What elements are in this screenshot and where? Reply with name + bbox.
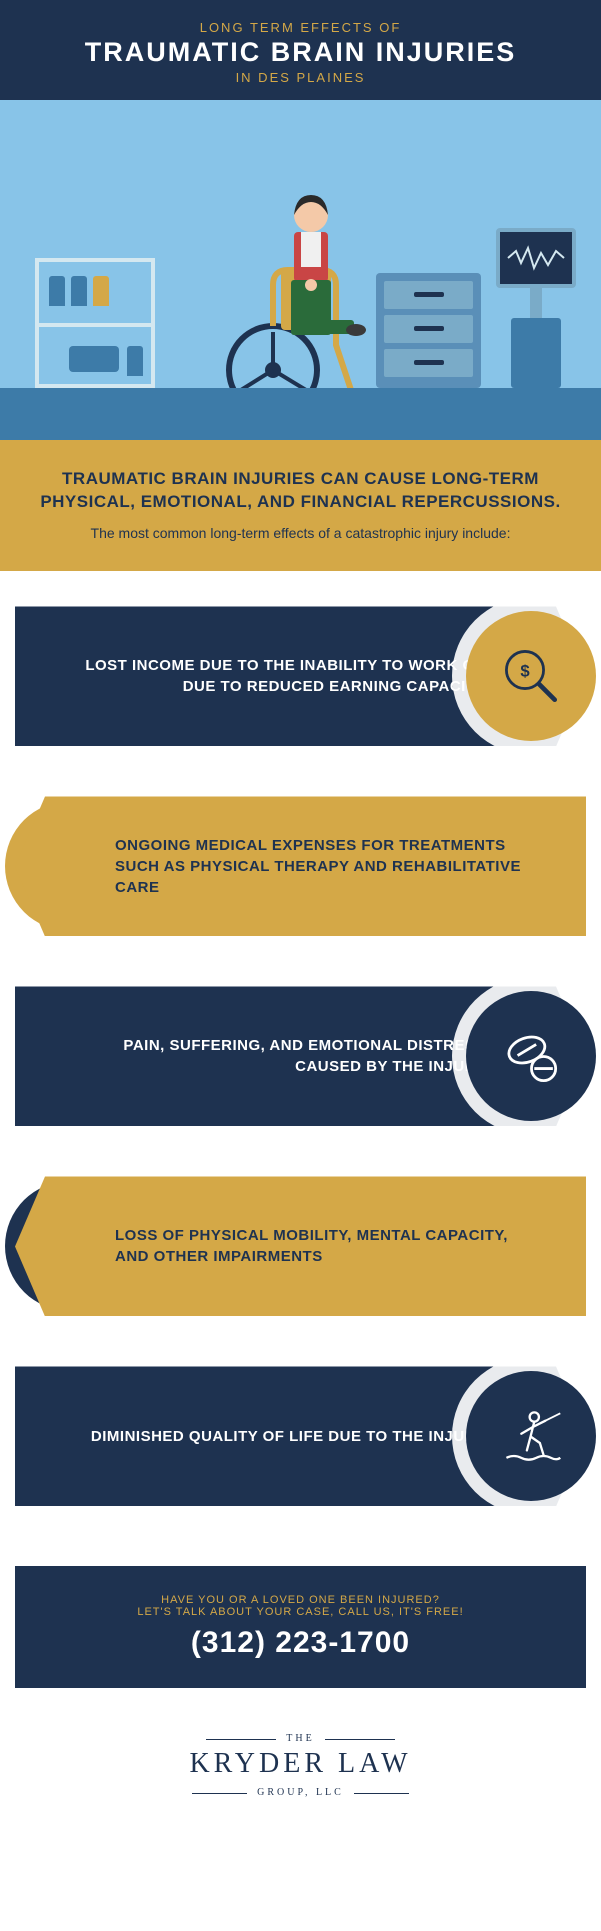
intro-block: TRAUMATIC BRAIN INJURIES CAN CAUSE LONG-…: [0, 440, 601, 571]
hero-illustration: [0, 100, 601, 440]
monitor-icon: [496, 228, 576, 388]
pills-icon: [466, 991, 596, 1121]
cta-line1: HAVE YOU OR A LOVED ONE BEEN INJURED?: [45, 1594, 556, 1606]
card-text: DIMINISHED QUALITY OF LIFE DUE TO THE IN…: [55, 1426, 486, 1447]
card-text: ONGOING MEDICAL EXPENSES FOR TREATMENTS …: [115, 835, 546, 898]
intro-sub: The most common long-term effects of a c…: [40, 524, 561, 544]
header-subtitle: IN DES PLAINES: [25, 70, 576, 85]
effect-card: ONGOING MEDICAL EXPENSES FOR TREATMENTS …: [15, 786, 586, 946]
wheelchair-patient-icon: [221, 190, 381, 420]
header: LONG TERM EFFECTS OF TRAUMATIC BRAIN INJ…: [0, 0, 601, 100]
shelf-icon: [35, 258, 155, 388]
effect-card: LOST INCOME DUE TO THE INABILITY TO WORK…: [15, 596, 586, 756]
cta-phone: (312) 223-1700: [45, 1626, 556, 1660]
cta-line2: LET'S TALK ABOUT YOUR CASE, CALL US, IT'…: [45, 1606, 556, 1618]
effect-card: PAIN, SUFFERING, AND EMOTIONAL DISTRESS …: [15, 976, 586, 1136]
logo-line2: KRYDER LAW: [0, 1748, 601, 1780]
intro-headline: TRAUMATIC BRAIN INJURIES CAN CAUSE LONG-…: [40, 468, 561, 514]
effect-card: LOSS OF PHYSICAL MOBILITY, MENTAL CAPACI…: [15, 1166, 586, 1326]
cabinet-icon: [376, 273, 481, 388]
magnify-dollar-icon: $: [466, 611, 596, 741]
effect-card: DIMINISHED QUALITY OF LIFE DUE TO THE IN…: [15, 1356, 586, 1516]
waterski-icon: [466, 1371, 596, 1501]
card-body: ONGOING MEDICAL EXPENSES FOR TREATMENTS …: [15, 796, 586, 936]
svg-text:$: $: [520, 661, 530, 680]
logo-line1: THE: [276, 1733, 324, 1744]
cta-block: HAVE YOU OR A LOVED ONE BEEN INJURED? LE…: [15, 1566, 586, 1688]
card-body: LOSS OF PHYSICAL MOBILITY, MENTAL CAPACI…: [15, 1176, 586, 1316]
card-text: LOST INCOME DUE TO THE INABILITY TO WORK…: [55, 655, 486, 697]
logo-line3: GROUP, LLC: [247, 1787, 354, 1798]
card-text: LOSS OF PHYSICAL MOBILITY, MENTAL CAPACI…: [115, 1225, 546, 1267]
header-title: TRAUMATIC BRAIN INJURIES: [25, 37, 576, 68]
header-pretitle: LONG TERM EFFECTS OF: [25, 20, 576, 35]
footer-logo: THE KRYDER LAW GROUP, LLC: [0, 1713, 601, 1830]
card-text: PAIN, SUFFERING, AND EMOTIONAL DISTRESS …: [55, 1035, 486, 1077]
cards-container: LOST INCOME DUE TO THE INABILITY TO WORK…: [0, 571, 601, 1556]
